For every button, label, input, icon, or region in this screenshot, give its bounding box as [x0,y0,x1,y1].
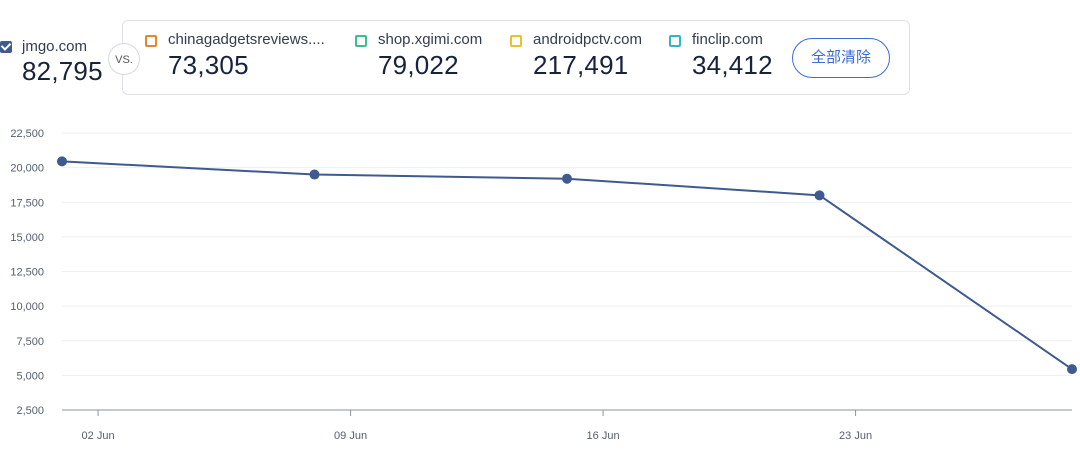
y-tick-label: 20,000 [10,163,44,175]
chart-axes: 2,500 5,000 7,500 10,000 12,500 15,000 17,500 2… [10,128,1072,442]
x-tick-label: 02 Jun [82,430,115,442]
y-tick-label: 17,500 [10,197,44,209]
y-tick-label: 7,500 [16,336,44,348]
compare-site-1-name: chinagadgetsreviews.... [168,31,325,48]
y-tick-label: 12,500 [10,267,44,279]
data-point [814,190,825,201]
compare-site-2-name: shop.xgimi.com [378,31,483,48]
y-tick-label: 10,000 [10,301,44,313]
compare-site-2-checkbox[interactable] [355,35,367,47]
compare-site-1-checkbox[interactable] [145,35,157,47]
data-point [309,169,320,180]
y-tick-label: 2,500 [16,405,44,417]
x-tick-label: 23 Jun [839,430,872,442]
y-tick-label: 22,500 [10,128,44,140]
compare-site-3-name: androidpctv.com [533,31,642,48]
compare-panel: chinagadgetsreviews.... 73,305 shop.xgim… [122,20,910,95]
data-point [1067,364,1077,375]
primary-site-value: 82,795 [22,56,103,86]
clear-all-button[interactable]: 全部清除 [792,38,890,78]
compare-site-1-value: 73,305 [168,50,249,80]
y-tick-label: 15,000 [10,232,44,244]
vs-badge: VS. [108,43,140,75]
compare-site-2-value: 79,022 [378,50,459,80]
primary-site-checkbox[interactable] [0,41,12,53]
x-tick-label: 09 Jun [334,430,367,442]
compare-site-3-value: 217,491 [533,50,629,80]
data-point [57,156,67,167]
chart-grid [62,132,1072,376]
compare-site-4-value: 34,412 [692,50,773,80]
chart-series [57,156,1077,375]
y-tick-label: 5,000 [16,370,44,382]
primary-site-name: jmgo.com [22,38,88,55]
compare-site-3-checkbox[interactable] [510,35,522,47]
data-point [562,173,572,184]
x-tick-label: 16 Jun [587,430,620,442]
series-line [61,160,1073,370]
compare-site-4-checkbox[interactable] [669,35,681,47]
compare-site-4-name: finclip.com [692,31,763,48]
